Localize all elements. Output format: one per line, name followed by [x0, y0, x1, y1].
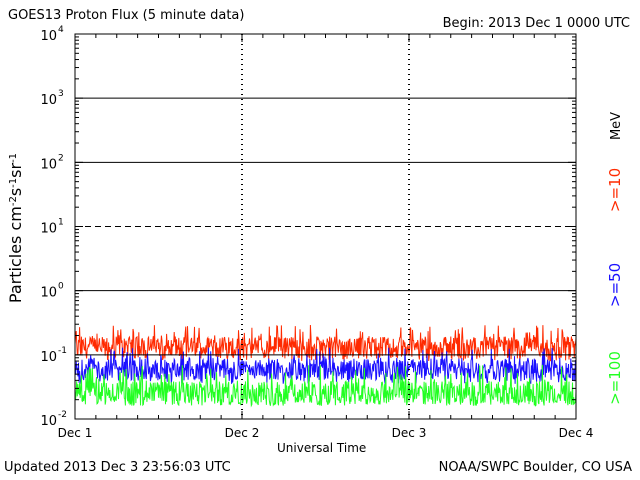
begin-time: Begin: 2013 Dec 1 0000 UTC [442, 16, 630, 31]
y-tick-label-0: 10 [40, 414, 57, 429]
y-tick-label-5: 10 [40, 93, 57, 108]
y-tick-exponent-4: 2 [58, 153, 64, 163]
x-tick-label-2: Dec 3 [392, 426, 427, 440]
y-tick-exponent-1: -1 [58, 346, 67, 356]
updated-timestamp: Updated 2013 Dec 3 23:56:03 UTC [4, 460, 231, 475]
y-tick-exponent-2: 0 [58, 282, 64, 292]
chart-title: GOES13 Proton Flux (5 minute data) [8, 8, 245, 23]
credit-text: NOAA/SWPC Boulder, CO USA [438, 460, 632, 475]
series-line-1 [74, 324, 577, 362]
legend-entry-3: >=100 [606, 351, 624, 405]
x-tick-label-0: Dec 1 [58, 426, 93, 440]
y-tick-label-3: 10 [40, 222, 57, 237]
x-axis-label: Universal Time [277, 441, 367, 455]
series-line-3 [74, 364, 577, 408]
legend-entry-2: >=50 [606, 263, 624, 307]
y-tick-label-2: 10 [40, 286, 57, 301]
y-tick-label-1: 10 [40, 350, 57, 365]
y-tick-exponent-6: 4 [58, 25, 64, 35]
series-line-2 [74, 347, 577, 385]
x-tick-label-1: Dec 2 [225, 426, 260, 440]
y-tick-exponent-3: 1 [58, 218, 64, 228]
legend-entry-1: >=10 [606, 168, 624, 212]
y-tick-exponent-0: -2 [58, 410, 67, 420]
x-tick-label-3: Dec 4 [559, 426, 594, 440]
legend-unit: MeV [609, 112, 624, 140]
y-tick-exponent-5: 3 [58, 89, 64, 99]
y-axis-label: Particles cm-2s-1sr-1 [6, 153, 25, 303]
y-tick-label-4: 10 [40, 157, 57, 172]
y-tick-label-6: 10 [40, 29, 57, 44]
